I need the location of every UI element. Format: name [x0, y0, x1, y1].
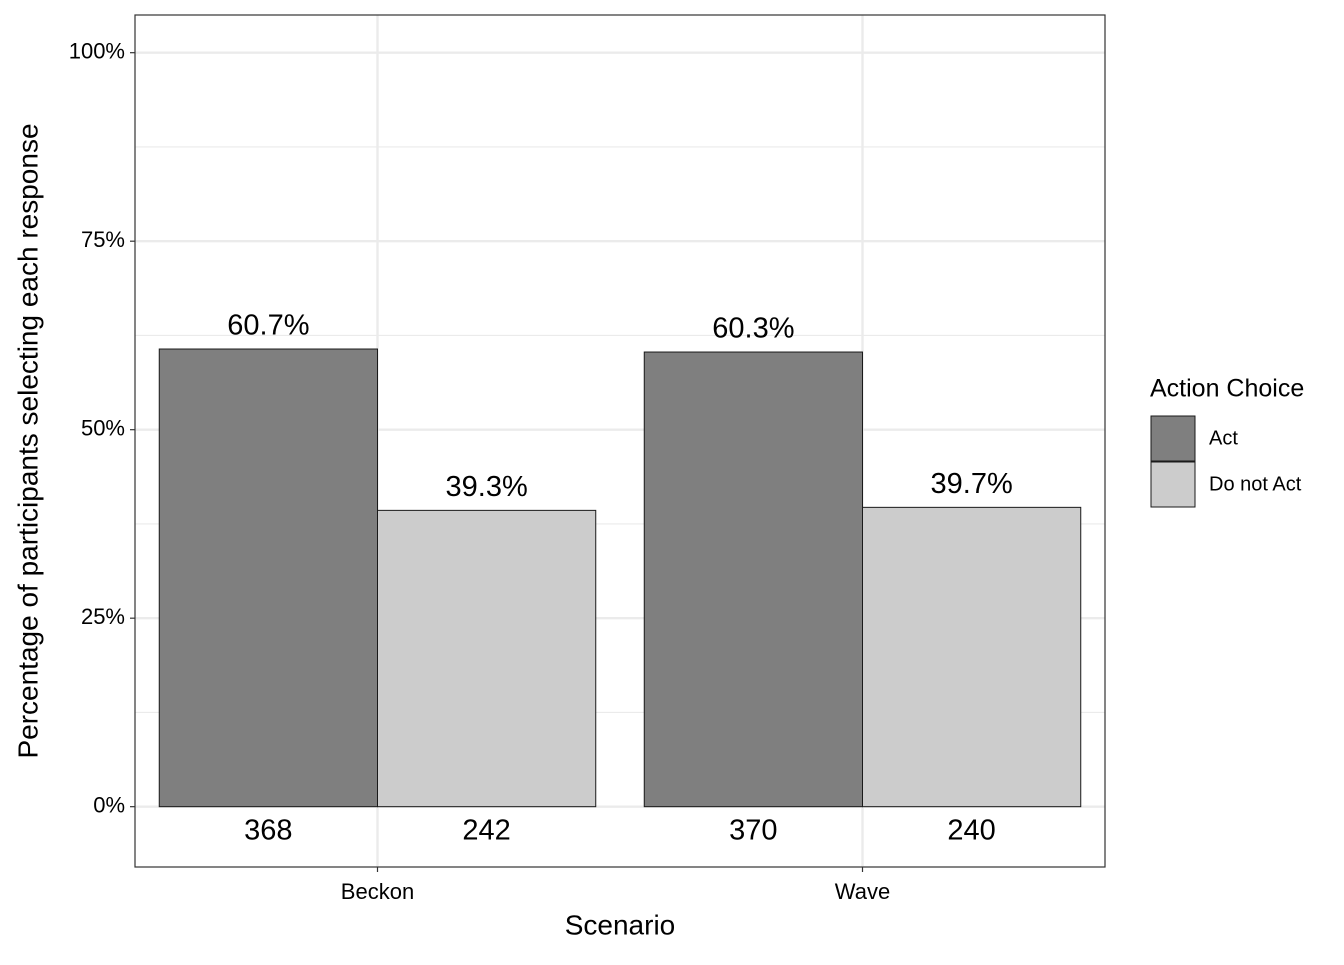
legend-label: Act: [1209, 427, 1238, 449]
value-label: 60.3%: [712, 313, 794, 345]
value-label: 39.7%: [931, 468, 1013, 500]
bar: [643, 351, 863, 808]
legend-key: [1150, 461, 1196, 508]
bar: [862, 506, 1082, 808]
y-axis-title: Percentage of participants selecting eac…: [12, 123, 43, 758]
legend-label: Do not Act: [1209, 473, 1302, 495]
x-tick-label: Wave: [835, 879, 890, 904]
value-label: 60.7%: [227, 310, 309, 342]
y-tick-label: 25%: [81, 604, 125, 629]
count-label: 370: [729, 814, 777, 846]
bar: [377, 509, 597, 808]
x-axis-title: Scenario: [565, 909, 676, 940]
y-tick-label: 0%: [93, 792, 125, 817]
panel-border: [134, 14, 1106, 868]
legend-title: Action Choice: [1150, 375, 1304, 403]
bar: [158, 348, 378, 808]
x-tick-label: Beckon: [341, 879, 414, 904]
count-label: 368: [244, 814, 292, 846]
legend-key: [1150, 415, 1196, 462]
y-tick-label: 75%: [81, 227, 125, 252]
marks: 60.7% 368 60.3% 370 39.3% 242 39.7% 240: [158, 310, 1082, 846]
value-label: 39.3%: [446, 471, 528, 503]
count-label: 240: [947, 814, 995, 846]
y-tick-label: 50%: [81, 416, 125, 441]
count-label: 242: [462, 814, 510, 846]
y-tick-label: 100%: [69, 39, 125, 64]
